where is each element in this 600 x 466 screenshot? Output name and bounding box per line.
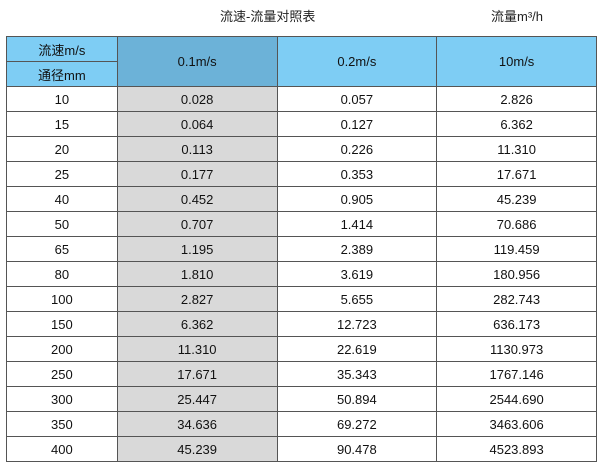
diameter-cell: 150 [6,311,118,337]
flow-table: 流速m/s 0.1m/s 0.2m/s 10m/s 通径mm 10 0.028 0.… [6,36,597,462]
flow-cell: 2.826 [436,86,597,112]
flow-cell: 2.827 [116,286,278,312]
flow-cell: 0.905 [276,186,438,212]
diameter-cell: 200 [6,336,118,362]
flow-cell: 0.226 [276,136,438,162]
flow-cell: 0.028 [116,86,278,112]
flow-cell: 6.362 [436,111,597,137]
flow-cell: 11.310 [116,336,278,362]
flow-cell: 69.272 [276,411,438,437]
diameter-cell: 65 [6,236,118,262]
table-row: 10 0.028 0.057 2.826 [6,86,597,112]
table-row: 400 45.239 90.478 4523.893 [6,436,597,462]
diameter-cell: 350 [6,411,118,437]
col-header-0.2: 0.2m/s [276,36,438,87]
flow-cell: 0.113 [116,136,278,162]
flow-cell: 1.810 [116,261,278,287]
table-row: 20 0.113 0.226 11.310 [6,136,597,162]
diameter-cell: 100 [6,286,118,312]
diameter-cell: 250 [6,361,118,387]
flow-cell: 1.195 [116,236,278,262]
table-row: 250 17.671 35.343 1767.146 [6,361,597,387]
table-row: 300 25.447 50.894 2544.690 [6,386,597,412]
diameter-cell: 25 [6,161,118,187]
flow-cell: 636.173 [436,311,597,337]
flow-cell: 0.177 [116,161,278,187]
flow-cell: 35.343 [276,361,438,387]
flow-cell: 180.956 [436,261,597,287]
flow-cell: 3463.606 [436,411,597,437]
table-row: 50 0.707 1.414 70.686 [6,211,597,237]
flow-cell: 50.894 [276,386,438,412]
flow-cell: 0.353 [276,161,438,187]
flow-cell: 3.619 [276,261,438,287]
flow-cell: 0.064 [116,111,278,137]
flow-cell: 4523.893 [436,436,597,462]
flow-cell: 1767.146 [436,361,597,387]
diameter-header: 通径mm [6,61,118,87]
speed-header: 流速m/s [6,36,118,62]
flow-cell: 70.686 [436,211,597,237]
flow-cell: 0.707 [116,211,278,237]
flow-cell: 22.619 [276,336,438,362]
diameter-cell: 400 [6,436,118,462]
table-row: 40 0.452 0.905 45.239 [6,186,597,212]
flow-cell: 90.478 [276,436,438,462]
diameter-cell: 50 [6,211,118,237]
flow-cell: 2544.690 [436,386,597,412]
flow-cell: 1.414 [276,211,438,237]
flow-cell: 12.723 [276,311,438,337]
unit-label: 流量m³/h [491,9,544,24]
flow-cell: 282.743 [436,286,597,312]
flow-cell: 0.057 [276,86,438,112]
flow-cell: 2.389 [276,236,438,262]
flow-cell: 25.447 [116,386,278,412]
table-title: 流速-流量对照表 [220,9,316,24]
table-row: 150 6.362 12.723 636.173 [6,311,597,337]
table-row: 15 0.064 0.127 6.362 [6,111,597,137]
flow-cell: 5.655 [276,286,438,312]
flow-cell: 0.127 [276,111,438,137]
diameter-cell: 300 [6,386,118,412]
table-row: 65 1.195 2.389 119.459 [6,236,597,262]
table-row: 25 0.177 0.353 17.671 [6,161,597,187]
table-row: 100 2.827 5.655 282.743 [6,286,597,312]
flow-cell: 1130.973 [436,336,597,362]
table-row: 200 11.310 22.619 1130.973 [6,336,597,362]
diameter-cell: 10 [6,86,118,112]
diameter-cell: 15 [6,111,118,137]
flow-cell: 17.671 [116,361,278,387]
diameter-cell: 80 [6,261,118,287]
flow-cell: 45.239 [436,186,597,212]
flow-cell: 119.459 [436,236,597,262]
diameter-cell: 20 [6,136,118,162]
flow-cell: 34.636 [116,411,278,437]
col-header-10: 10m/s [436,36,597,87]
flow-cell: 0.452 [116,186,278,212]
table-row: 350 34.636 69.272 3463.606 [6,411,597,437]
flow-cell: 17.671 [436,161,597,187]
diameter-cell: 40 [6,186,118,212]
flow-cell: 6.362 [116,311,278,337]
col-header-0.1: 0.1m/s [116,36,278,87]
header-row: 流速m/s 0.1m/s 0.2m/s 10m/s [6,36,597,87]
flow-cell: 11.310 [436,136,597,162]
flow-cell: 45.239 [116,436,278,462]
table-row: 80 1.810 3.619 180.956 [6,261,597,287]
